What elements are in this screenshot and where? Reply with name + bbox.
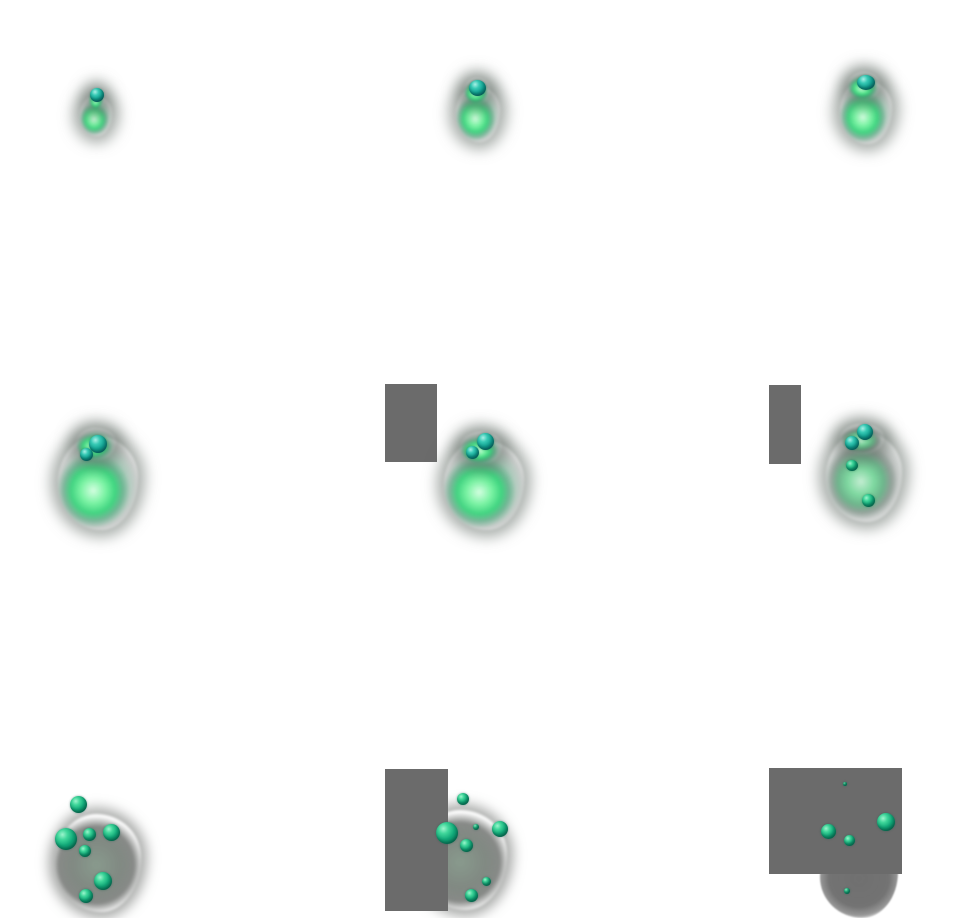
cell-sphere <box>482 877 491 886</box>
cell-sphere <box>492 821 508 837</box>
panel-r3c3[interactable] <box>384 384 902 918</box>
cell-sphere <box>55 828 77 850</box>
cell-sphere <box>844 835 855 846</box>
panel-r1c1[interactable] <box>0 0 192 192</box>
panel-r1c4[interactable] <box>576 0 768 192</box>
panel-r2c1[interactable] <box>0 192 192 530</box>
cell-sphere <box>862 494 875 507</box>
cell-sphere <box>90 88 104 102</box>
cell-sphere <box>857 75 875 90</box>
cell-sphere <box>79 845 91 857</box>
cell-sphere <box>94 872 112 890</box>
panel-r2c4[interactable] <box>576 192 768 384</box>
panel-r2c5[interactable] <box>768 192 960 384</box>
cell-sphere <box>70 796 87 813</box>
cell-sphere <box>477 433 494 450</box>
cell-sphere <box>857 424 873 440</box>
cell-sphere <box>460 839 473 852</box>
cell-sphere <box>103 824 120 841</box>
cell-sphere <box>436 822 458 844</box>
panel-r3c2[interactable] <box>192 384 508 911</box>
cell-sphere <box>83 828 96 841</box>
panel-r2c3[interactable] <box>384 192 902 522</box>
cell-sphere <box>80 448 93 461</box>
cell-sphere <box>845 436 859 450</box>
cell-sphere <box>821 824 836 839</box>
cell-sphere <box>457 793 469 805</box>
cell-sphere <box>89 435 107 453</box>
occlusion-mask <box>385 384 437 462</box>
panel-r1c5[interactable] <box>768 0 960 192</box>
panel-r2c2[interactable] <box>192 192 524 530</box>
panel-r1c3[interactable] <box>384 0 892 192</box>
cell-sphere <box>877 813 895 831</box>
cell-sphere <box>843 782 847 786</box>
cell-sphere <box>469 80 486 96</box>
panel-r1c2[interactable] <box>192 0 500 192</box>
panel-r3c1[interactable] <box>0 384 192 912</box>
cell-sphere <box>465 889 478 902</box>
cell-sphere <box>79 889 93 903</box>
cell-sphere <box>846 460 858 471</box>
panel-r3c4[interactable] <box>576 384 768 576</box>
cell-sphere <box>844 888 850 894</box>
panel-r3c5[interactable] <box>768 384 960 576</box>
cell-sphere <box>473 824 479 830</box>
occlusion-mask <box>769 385 801 464</box>
cell-sphere <box>466 446 479 459</box>
